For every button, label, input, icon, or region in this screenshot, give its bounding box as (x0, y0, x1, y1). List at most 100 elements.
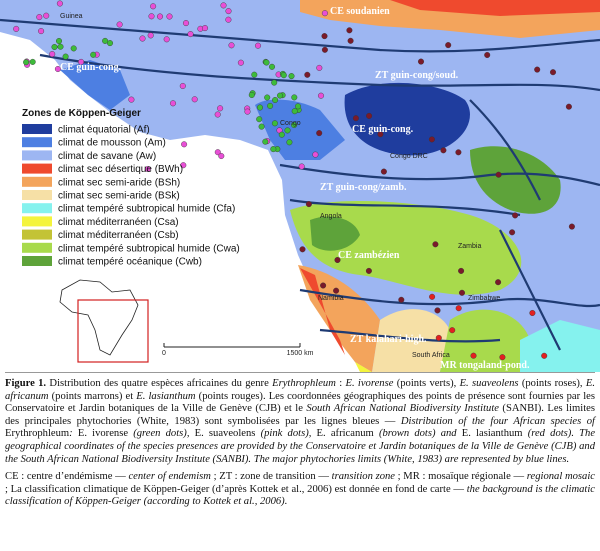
caption-text: E. lasianthum (461, 428, 528, 440)
occurrence-dot (445, 42, 452, 49)
caption-text: : (335, 378, 346, 389)
country-label: Zimbabwe (468, 295, 500, 302)
legend-label: climat méditerranéen (Csa) (58, 217, 179, 228)
legend: Zones de Köppen-Geiger climat équatorial… (22, 108, 240, 268)
caption-text: regional mosaic (526, 471, 595, 483)
occurrence-dot (263, 59, 270, 66)
legend-label: climat de savane (Aw) (58, 151, 156, 162)
occurrence-dot (484, 52, 491, 59)
map: 0 1500 km Zones de Köppen-Geiger climat … (0, 0, 600, 372)
occurrence-dot (278, 131, 285, 138)
occurrence-dot (418, 58, 425, 65)
occurrence-dot (334, 257, 341, 264)
zone-label: CE soudanien (330, 6, 390, 17)
occurrence-dot (106, 40, 113, 47)
occurrence-dot (148, 13, 155, 20)
occurrence-dot (435, 334, 442, 341)
occurrence-dot (248, 91, 255, 98)
separator (5, 372, 595, 373)
legend-swatch (22, 256, 52, 266)
caption-text: South African National Biodiversity Inst… (306, 403, 499, 415)
occurrence-dot (321, 10, 328, 17)
occurrence-dot (187, 31, 194, 38)
caption-text: (SANBI). Les limites des principales phy… (5, 403, 595, 427)
zone-am (255, 99, 345, 160)
boundary (299, 288, 600, 308)
legend-label: climat sec semi-aride (BSh) (58, 177, 180, 188)
occurrence-dot (347, 37, 354, 44)
occurrence-dot (512, 212, 519, 219)
occurrence-dot (166, 13, 173, 20)
occurrence-dot (78, 58, 85, 65)
caption-text: E. africanum (316, 428, 379, 440)
legend-label: climat tempéré subtropical humide (Cwa) (58, 243, 240, 254)
zone-cwb (310, 216, 360, 251)
occurrence-dot (434, 307, 441, 314)
occurrence-dot (43, 12, 50, 19)
country-label: Guinea (60, 13, 83, 20)
zone-label: ZT kalahari-high. (350, 334, 427, 345)
caption-text: (points rouges). Les coordonnées géograp… (5, 390, 595, 415)
legend-swatch (22, 137, 52, 148)
boundary (499, 229, 561, 351)
occurrence-dot (333, 287, 340, 294)
caption: Figure 1. Distribution des quatre espèce… (5, 378, 595, 514)
occurrence-dot (254, 42, 261, 49)
zone-label: CE guin-cong. (352, 124, 414, 135)
occurrence-dot (272, 96, 279, 103)
occurrence-dot (291, 94, 298, 101)
legend-label: climat tempéré océanique (Cwb) (58, 257, 202, 268)
occurrence-dot (429, 293, 436, 300)
occurrence-dot (380, 168, 387, 175)
occurrence-dot (258, 123, 265, 130)
occurrence-dot (529, 310, 536, 317)
occurrence-dot (256, 116, 263, 123)
occurrence-dot (62, 53, 69, 60)
caption-text: (points roses), (518, 378, 586, 389)
caption-text: E. suaveolens (194, 428, 261, 440)
occurrence-dot (150, 3, 157, 10)
legend-swatch (22, 124, 52, 134)
occurrence-dot (144, 165, 151, 172)
occurrence-dot (271, 120, 278, 127)
boundary (39, 53, 600, 92)
occurrence-dot (291, 108, 298, 115)
occurrence-dot (449, 327, 456, 334)
occurrence-dot (398, 296, 405, 303)
occurrence-dot (237, 59, 244, 66)
caption-text: Erythrophleum (5, 428, 70, 440)
occurrence-dot (179, 82, 186, 89)
scale-bar: 0 1500 km (162, 343, 314, 357)
occurrence-dot (29, 58, 36, 65)
occurrence-dot (299, 246, 306, 253)
occurrence-dot (267, 102, 274, 109)
legend-swatch (22, 242, 52, 253)
occurrence-dot (264, 94, 271, 101)
occurrence-dot (318, 92, 325, 99)
occurrence-dot (191, 96, 198, 103)
caption-text: center of endemism (128, 471, 211, 483)
caption-text: ; ZT : zone de transition — (210, 471, 332, 483)
occurrence-dot (271, 79, 278, 86)
occurrence-dot (440, 147, 447, 154)
zone-bwh-south (300, 268, 345, 355)
occurrence-dot (377, 131, 384, 138)
occurrence-dot (181, 141, 188, 148)
occurrence-dot (316, 130, 323, 137)
zone-label: CE guin-cong. (60, 62, 122, 73)
occurrence-dot (147, 32, 154, 39)
zone-label: MR tongaland-pond. (440, 360, 530, 371)
zone-labels: CE soudanien CE guin-cong. ZT guin-cong/so… (60, 6, 530, 371)
occurrence-dot (565, 103, 572, 110)
zone-bwh (390, 0, 600, 16)
occurrence-dot (277, 92, 284, 99)
occurrence-dot (321, 46, 328, 53)
inset-africa (59, 279, 139, 356)
occurrence-dot (128, 96, 135, 103)
occurrence-dot (169, 100, 176, 107)
occurrence-dot (13, 25, 20, 32)
zone-am-west (60, 60, 130, 110)
occurrence-dot (70, 45, 77, 52)
occurrence-dot (156, 13, 163, 20)
